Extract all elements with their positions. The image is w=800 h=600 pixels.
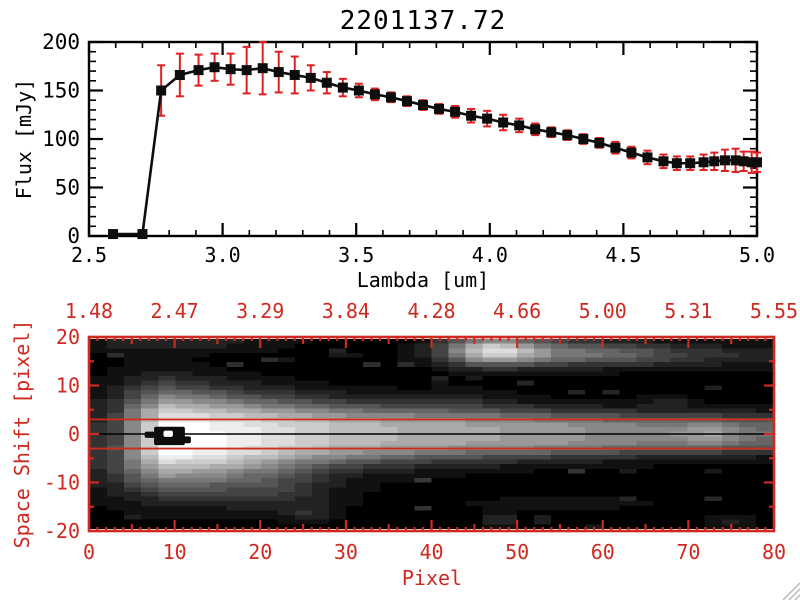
data-point-marker <box>337 82 348 93</box>
data-point-marker <box>610 142 621 153</box>
pixel-tick-label: 30 <box>334 540 358 564</box>
data-point-marker <box>385 92 396 103</box>
data-point-marker <box>578 134 589 144</box>
data-point-marker <box>626 147 637 158</box>
data-point-marker <box>466 110 477 121</box>
data-point-marker <box>546 127 557 138</box>
data-point-marker <box>498 117 509 128</box>
spectrum-line <box>113 65 757 236</box>
pixel-tick-label: 0 <box>83 540 95 564</box>
data-point-marker <box>642 152 653 163</box>
data-point-marker <box>193 65 204 76</box>
space-shift-tick-label: 0 <box>68 422 80 446</box>
data-point-marker <box>321 77 332 88</box>
lambda-axis-label: Lambda [um] <box>356 268 490 292</box>
data-point-marker <box>685 158 696 169</box>
flux-axis-label: Flux [mJy] <box>12 78 36 200</box>
data-point-marker <box>289 69 300 80</box>
data-point-marker <box>305 72 316 83</box>
data-point-marker <box>738 156 749 167</box>
pixel-tick-label: 50 <box>505 540 529 564</box>
data-point-marker <box>514 120 525 131</box>
x-tick-label: 5.0 <box>739 243 775 267</box>
wavelength-tick-label: 5.00 <box>579 299 627 323</box>
y-tick-label: 100 <box>42 127 80 151</box>
wavelength-tick-label: 4.66 <box>493 299 541 323</box>
y-tick-label: 150 <box>42 79 80 103</box>
data-point-marker <box>257 63 268 74</box>
pixel-tick-label: 80 <box>762 540 786 564</box>
data-point-marker <box>273 67 284 78</box>
data-point-marker <box>434 103 445 114</box>
data-point-marker <box>209 62 220 73</box>
wavelength-tick-label: 5.31 <box>664 299 712 323</box>
data-point-marker <box>698 157 709 168</box>
data-point-marker <box>108 229 119 240</box>
data-point-marker <box>156 85 167 96</box>
data-point-marker <box>450 106 461 117</box>
wavelength-tick-label: 3.29 <box>236 299 284 323</box>
spectral-image <box>90 339 773 529</box>
data-point-marker <box>418 100 428 111</box>
space-shift-tick-label: -20 <box>44 519 80 543</box>
data-point-marker <box>369 89 380 100</box>
wavelength-tick-label: 2.47 <box>151 299 199 323</box>
wavelength-tick-label: 4.28 <box>407 299 455 323</box>
data-point-marker <box>719 155 730 166</box>
spectrum-plot-frame <box>87 40 759 238</box>
y-tick-label: 50 <box>55 176 80 200</box>
wavelength-tick-label: 1.48 <box>65 299 113 323</box>
data-point-marker <box>671 158 682 169</box>
space-shift-tick-label: 10 <box>56 374 80 398</box>
y-tick-label: 200 <box>42 30 80 54</box>
data-point-marker <box>530 124 541 135</box>
x-tick-label: 3.0 <box>205 243 241 267</box>
data-point-marker <box>401 96 412 107</box>
pixel-tick-label: 70 <box>676 540 700 564</box>
pixel-tick-label: 10 <box>163 540 187 564</box>
space-shift-tick-label: -10 <box>44 471 80 495</box>
wavelength-tick-label: 5.55 <box>750 299 798 323</box>
x-tick-label: 2.5 <box>71 243 107 267</box>
data-point-marker <box>658 156 669 167</box>
data-point-marker <box>594 137 605 148</box>
data-point-marker <box>225 64 236 75</box>
x-tick-label: 4.0 <box>472 243 508 267</box>
data-point-marker <box>174 69 185 80</box>
data-point-marker <box>482 113 493 124</box>
space-shift-axis-label: Space Shift [pixel] <box>10 319 34 549</box>
data-point-marker <box>562 130 573 141</box>
pixel-tick-label: 20 <box>248 540 272 564</box>
y-tick-label: 0 <box>67 224 80 248</box>
space-shift-tick-label: 20 <box>56 325 80 349</box>
data-point-marker <box>752 157 762 168</box>
data-point-marker <box>353 85 364 96</box>
pixel-axis-label: Pixel <box>401 566 463 590</box>
wavelength-tick-label: 3.84 <box>322 299 370 323</box>
data-point-marker <box>746 157 757 168</box>
x-tick-label: 4.5 <box>605 243 641 267</box>
chart-title: 2201137.72 <box>339 6 507 36</box>
data-point-marker <box>137 229 148 240</box>
data-point-marker <box>241 65 252 76</box>
data-point-marker <box>709 156 720 167</box>
pixel-tick-label: 40 <box>419 540 443 564</box>
data-point-marker <box>730 155 741 166</box>
x-tick-label: 3.5 <box>338 243 374 267</box>
pixel-tick-label: 60 <box>591 540 615 564</box>
